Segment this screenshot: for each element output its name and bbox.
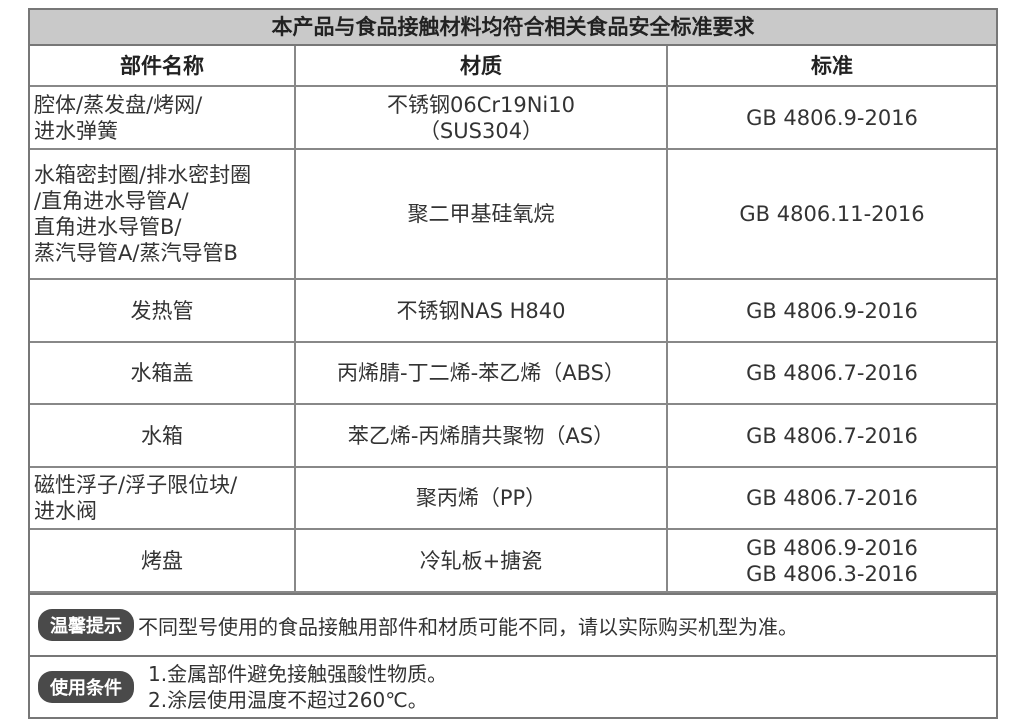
material-cell: 聚丙烯（PP） bbox=[294, 466, 668, 530]
part-name-cell-line: 进水弹簧 bbox=[34, 118, 118, 143]
standard-cell-line: GB 4806.9-2016 bbox=[746, 298, 918, 323]
material-cell: 不锈钢06Cr19Ni10 （SUS304） bbox=[294, 85, 668, 150]
material-cell-line: 聚二甲基硅氧烷 bbox=[407, 202, 555, 226]
table-row: 水箱 苯乙烯-丙烯腈共聚物（AS） GB 4806.7-2016 bbox=[30, 403, 996, 468]
table-row: 磁性浮子/浮子限位块/进水阀 聚丙烯（PP） GB 4806.7-2016 bbox=[30, 466, 996, 530]
standard-cell-line: GB 4806.7-2016 bbox=[746, 486, 918, 510]
standard-cell: GB 4806.11-2016 bbox=[666, 148, 996, 280]
material-cell-line: 聚丙烯（PP） bbox=[415, 486, 547, 510]
standard-cell-line: GB 4806.3-2016 bbox=[746, 561, 918, 586]
table-row: 水箱密封圈/排水密封圈/直角进水导管A/直角进水导管B/蒸汽导管A/蒸汽导管B 聚… bbox=[30, 148, 996, 280]
part-name-cell-line: 腔体/蒸发盘/烤网/ bbox=[34, 92, 203, 117]
part-name-cell: 烤盘 bbox=[30, 528, 296, 593]
material-standards-table: 本产品与食品接触材料均符合相关食品安全标准要求 部件名称 材质 标准 腔体/蒸发… bbox=[28, 8, 998, 719]
table-row: 腔体/蒸发盘/烤网/进水弹簧 不锈钢06Cr19Ni10 （SUS304） GB 48… bbox=[30, 85, 996, 150]
conditions-badge: 使用条件 bbox=[38, 671, 134, 703]
part-name-cell: 水箱 bbox=[30, 403, 296, 468]
standard-cell: GB 4806.7-2016 bbox=[666, 341, 996, 405]
part-name-cell: 腔体/蒸发盘/烤网/进水弹簧 bbox=[30, 85, 296, 150]
table-row: 发热管 不锈钢NAS H840 GB 4806.9-2016 bbox=[30, 278, 996, 343]
material-cell-line: 丙烯腈-丁二烯-苯乙烯（ABS） bbox=[337, 361, 625, 385]
standard-cell-line: GB 4806.7-2016 bbox=[746, 361, 918, 385]
standard-cell-line: GB 4806.9-2016 bbox=[746, 105, 918, 130]
table-row: 水箱盖 丙烯腈-丁二烯-苯乙烯（ABS） GB 4806.7-2016 bbox=[30, 341, 996, 405]
part-name-cell-line: /直角进水导管A/ bbox=[34, 189, 189, 213]
part-name-cell-line: 水箱盖 bbox=[130, 361, 194, 385]
part-name-cell-line: 蒸汽导管A/蒸汽导管B bbox=[34, 241, 238, 265]
standard-cell-line: GB 4806.11-2016 bbox=[739, 202, 925, 226]
table-title: 本产品与食品接触材料均符合相关食品安全标准要求 bbox=[30, 10, 996, 46]
header-part-name: 部件名称 bbox=[30, 46, 296, 87]
material-cell: 冷轧板+搪瓷 bbox=[294, 528, 668, 593]
table-row: 烤盘 冷轧板+搪瓷 GB 4806.9-2016 GB 4806.3-2016 bbox=[30, 528, 996, 593]
standard-cell: GB 4806.9-2016 GB 4806.3-2016 bbox=[666, 528, 996, 593]
standard-cell: GB 4806.7-2016 bbox=[666, 403, 996, 468]
condition-item: 2.涂层使用温度不超过260℃。 bbox=[148, 688, 428, 712]
material-cell-line: 不锈钢06Cr19Ni10 bbox=[386, 92, 575, 117]
part-name-cell-line: 烤盘 bbox=[141, 548, 183, 573]
part-name-cell-line: 水箱密封圈/排水密封圈 bbox=[34, 163, 252, 187]
standard-cell-line: GB 4806.7-2016 bbox=[746, 423, 918, 448]
part-name-cell-line: 进水阀 bbox=[34, 499, 97, 523]
standard-cell: GB 4806.7-2016 bbox=[666, 466, 996, 530]
condition-item: 1.金属部件避免接触强酸性物质。 bbox=[148, 662, 448, 686]
tip-badge: 温馨提示 bbox=[38, 609, 134, 641]
material-cell: 不锈钢NAS H840 bbox=[294, 278, 668, 343]
part-name-cell-line: 磁性浮子/浮子限位块/ bbox=[34, 473, 238, 497]
material-cell: 苯乙烯-丙烯腈共聚物（AS） bbox=[294, 403, 668, 468]
tip-row: 温馨提示 不同型号使用的食品接触用部件和材质可能不同，请以实际购买机型为准。 bbox=[30, 593, 996, 655]
material-cell: 丙烯腈-丁二烯-苯乙烯（ABS） bbox=[294, 341, 668, 405]
standard-cell-line: GB 4806.9-2016 bbox=[746, 535, 918, 560]
standard-cell: GB 4806.9-2016 bbox=[666, 278, 996, 343]
material-cell-line: 不锈钢NAS H840 bbox=[396, 298, 566, 323]
material-cell-line: （SUS304） bbox=[418, 118, 544, 143]
part-name-cell: 水箱密封圈/排水密封圈/直角进水导管A/直角进水导管B/蒸汽导管A/蒸汽导管B bbox=[30, 148, 296, 280]
header-standard: 标准 bbox=[666, 46, 996, 87]
part-name-cell-line: 水箱 bbox=[141, 423, 183, 448]
part-name-cell: 磁性浮子/浮子限位块/进水阀 bbox=[30, 466, 296, 530]
part-name-cell-line: 发热管 bbox=[130, 298, 194, 323]
standard-cell: GB 4806.9-2016 bbox=[666, 85, 996, 150]
material-cell: 聚二甲基硅氧烷 bbox=[294, 148, 668, 280]
part-name-cell-line: 直角进水导管B/ bbox=[34, 215, 182, 239]
tip-text: 不同型号使用的食品接触用部件和材质可能不同，请以实际购买机型为准。 bbox=[138, 614, 798, 639]
part-name-cell: 水箱盖 bbox=[30, 341, 296, 405]
header-material: 材质 bbox=[294, 46, 668, 87]
material-cell-line: 冷轧板+搪瓷 bbox=[419, 548, 543, 573]
material-cell-line: 苯乙烯-丙烯腈共聚物（AS） bbox=[347, 423, 615, 448]
conditions-row: 使用条件 1.金属部件避免接触强酸性物质。 2.涂层使用温度不超过260℃。 bbox=[30, 655, 996, 717]
part-name-cell: 发热管 bbox=[30, 278, 296, 343]
